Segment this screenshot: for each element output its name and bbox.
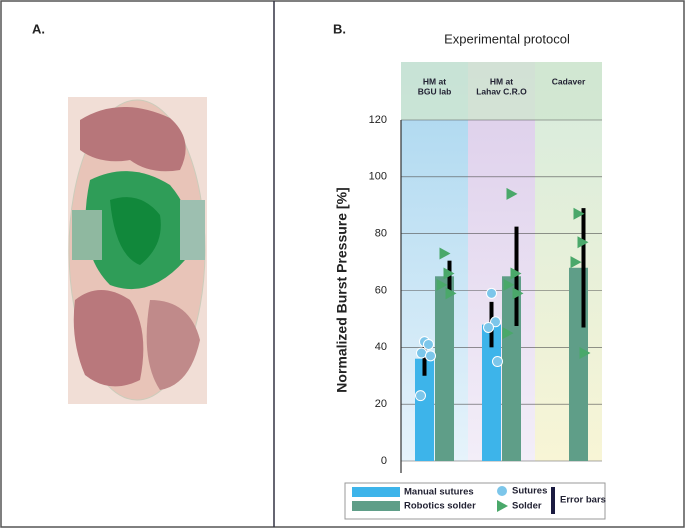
- legend-label: Manual sutures: [404, 487, 474, 498]
- solder-point: [579, 347, 591, 360]
- bar: [435, 276, 454, 461]
- legend-swatch: [352, 487, 400, 497]
- column-background: [401, 62, 468, 461]
- column-header: BGU lab: [418, 86, 452, 96]
- suture-point: [486, 287, 497, 299]
- column-header: HM at: [490, 76, 513, 86]
- column-header: HM at: [423, 76, 446, 86]
- y-tick-label: 40: [375, 341, 387, 353]
- solder-point: [506, 187, 518, 200]
- bar: [415, 358, 434, 461]
- legend-label: Robotics solder: [404, 501, 476, 512]
- legend-label: Error bars: [560, 495, 606, 506]
- suture-point: [483, 321, 494, 333]
- legend-label: Sutures: [512, 486, 547, 497]
- solder-point: [439, 247, 451, 260]
- y-tick-label: 80: [375, 228, 387, 240]
- solder-point: [510, 267, 522, 280]
- panel-label: B.: [333, 21, 346, 36]
- y-tick-label: 120: [369, 114, 387, 126]
- y-tick-label: 100: [369, 171, 387, 183]
- y-tick-label: 60: [375, 284, 387, 296]
- suture-point: [415, 390, 426, 402]
- column-header: Lahav C.R.O: [476, 86, 527, 96]
- photo: [68, 97, 207, 404]
- suture-point: [492, 356, 503, 368]
- legend-label: Solder: [512, 501, 542, 512]
- solder-point: [502, 327, 514, 340]
- legend-swatch: [497, 486, 507, 496]
- y-tick-label: 20: [375, 398, 387, 410]
- solder-point: [503, 278, 515, 291]
- suture-point: [425, 350, 436, 362]
- column-background: [468, 62, 535, 461]
- panel-label: A.: [32, 21, 45, 36]
- header-band: [401, 62, 602, 120]
- solder-point: [436, 278, 448, 291]
- legend-swatch: [352, 501, 400, 511]
- solder-point: [512, 287, 524, 300]
- column-background: [535, 62, 602, 461]
- column-header: Cadaver: [552, 76, 586, 86]
- suture-point: [490, 316, 501, 328]
- suture-point: [423, 338, 434, 350]
- y-axis-label: Normalized Burst Pressure [%]: [334, 187, 350, 392]
- y-tick-label: 0: [381, 455, 387, 467]
- solder-point: [445, 287, 457, 300]
- suture-point: [416, 347, 427, 359]
- solder-point: [570, 256, 582, 269]
- chart-title: Experimental protocol: [444, 31, 570, 46]
- solder-point: [443, 267, 455, 280]
- solder-point: [577, 236, 589, 249]
- solder-point: [573, 207, 585, 220]
- legend-swatch: [497, 500, 508, 512]
